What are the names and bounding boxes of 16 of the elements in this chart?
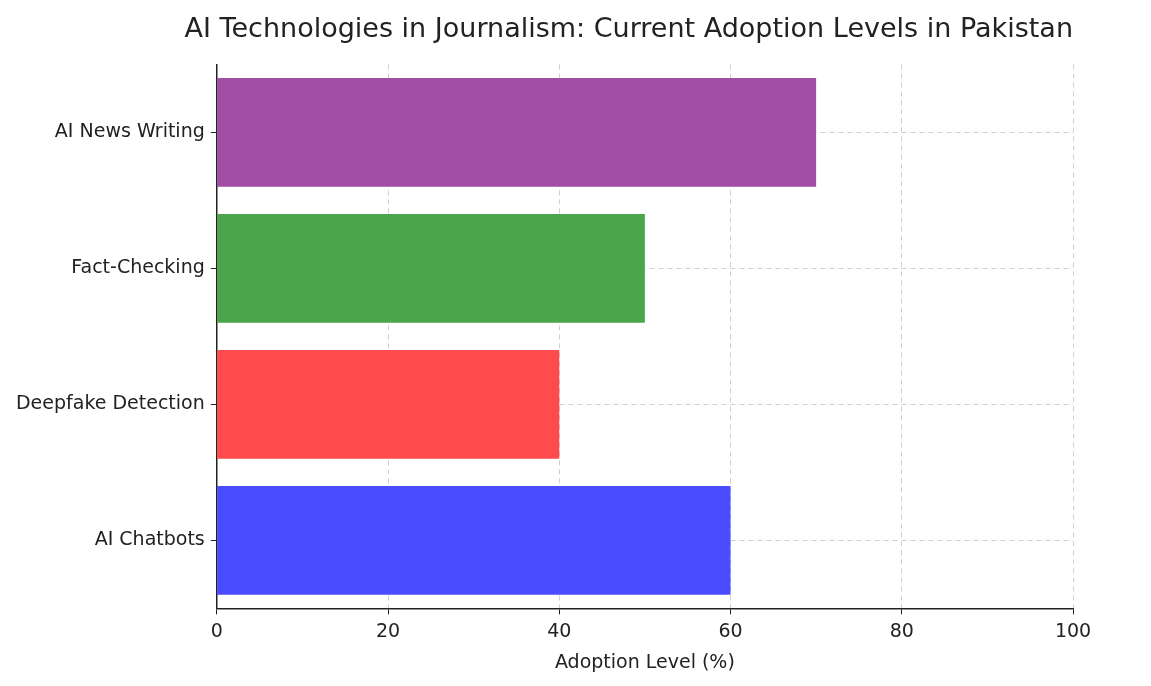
bar (217, 350, 560, 459)
chart-title: AI Technologies in Journalism: Current Adoption Levels in Pakistan (184, 12, 1073, 44)
x-tick-label: 100 (1054, 618, 1092, 641)
x-tick-label: 80 (889, 618, 914, 641)
y-tick-label: AI News Writing (54, 119, 205, 142)
bar (217, 486, 731, 595)
x-tick-label: 60 (718, 618, 743, 641)
y-tick-label: Fact-Checking (71, 255, 205, 278)
x-tick-label: 20 (375, 618, 401, 641)
y-tick-label: AI Chatbots (94, 527, 205, 550)
x-tick-label: 0 (210, 618, 223, 641)
x-tick-label: 40 (547, 618, 572, 641)
x-axis-title: Adoption Level (%) (554, 649, 735, 672)
bar (217, 214, 645, 323)
y-tick-label: Deepfake Detection (15, 391, 205, 414)
bar (217, 78, 817, 187)
